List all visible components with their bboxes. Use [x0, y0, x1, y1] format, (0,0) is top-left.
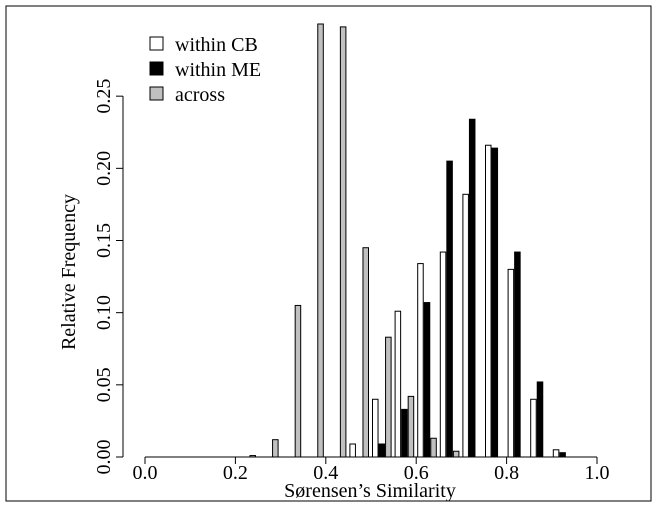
y-axis-label: Relative Frequency — [58, 194, 80, 350]
bar-across-bin-8 — [339, 26, 347, 458]
figure-border — [5, 5, 652, 502]
bar-within-me-bin-14 — [468, 118, 476, 458]
bar-across-bin-9 — [362, 247, 370, 458]
x-tick-label: 0.4 — [313, 462, 338, 484]
legend-swatch-within-me — [149, 61, 164, 76]
bar-within-me-bin-10 — [378, 443, 386, 458]
bar-within-cb-bin-10 — [372, 398, 379, 458]
bar-within-me-bin-15 — [491, 147, 499, 458]
bar-across-bin-13 — [452, 450, 460, 458]
bar-within-cb-bin-13 — [439, 251, 447, 458]
bar-within-cb-bin-14 — [462, 193, 469, 458]
bar-across-bin-5 — [272, 439, 279, 458]
bar-within-me-bin-11 — [401, 408, 408, 458]
bar-within-cb-bin-9 — [349, 443, 356, 458]
bar-within-me-bin-18 — [559, 452, 566, 458]
bar-within-cb-bin-17 — [530, 398, 537, 458]
x-axis: 0.0 0.2 0.4 0.6 0.8 1.0 — [133, 457, 610, 484]
bar-within-me-bin-13 — [446, 160, 453, 458]
bar-across-bin-7 — [317, 23, 324, 458]
y-tick-label: 0.25 — [93, 79, 115, 114]
bar-within-cb-bin-15 — [485, 144, 492, 458]
legend: within CB within ME across — [149, 34, 261, 106]
x-tick-label: 0.0 — [133, 462, 158, 484]
bar-within-me-bin-17 — [536, 381, 544, 458]
y-axis: 0.00 0.05 0.10 0.15 0.20 0.25 — [93, 79, 123, 475]
x-tick-label: 1.0 — [585, 462, 610, 484]
bar-across-bin-12 — [430, 437, 437, 458]
bar-within-cb-bin-12 — [417, 263, 424, 458]
bar-within-cb-bin-11 — [394, 310, 402, 458]
bar-within-me-bin-16 — [514, 251, 521, 458]
bar-within-cb-bin-16 — [507, 268, 515, 458]
bar-across-bin-10 — [385, 336, 392, 458]
y-tick-label: 0.20 — [93, 151, 115, 186]
legend-swatch-within-cb — [149, 36, 164, 51]
x-tick-label: 0.6 — [404, 462, 429, 484]
x-tick-label: 0.2 — [223, 462, 248, 484]
x-axis-label: Sørensen’s Similarity — [284, 480, 456, 502]
x-tick-label: 0.8 — [494, 462, 519, 484]
legend-label-within-me: within ME — [175, 59, 261, 81]
y-tick-label: 0.15 — [93, 223, 115, 258]
legend-label-within-cb: within CB — [175, 34, 258, 56]
y-tick-label: 0.05 — [93, 367, 115, 402]
bar-within-me-bin-12 — [423, 302, 431, 458]
y-tick-label: 0.00 — [93, 440, 115, 475]
legend-swatch-across — [149, 86, 164, 101]
bar-across-bin-11 — [407, 395, 415, 458]
y-tick-label: 0.10 — [93, 295, 115, 330]
legend-label-across: across — [175, 84, 225, 106]
bar-within-cb-bin-18 — [552, 449, 560, 458]
bar-across-bin-6 — [294, 304, 302, 458]
